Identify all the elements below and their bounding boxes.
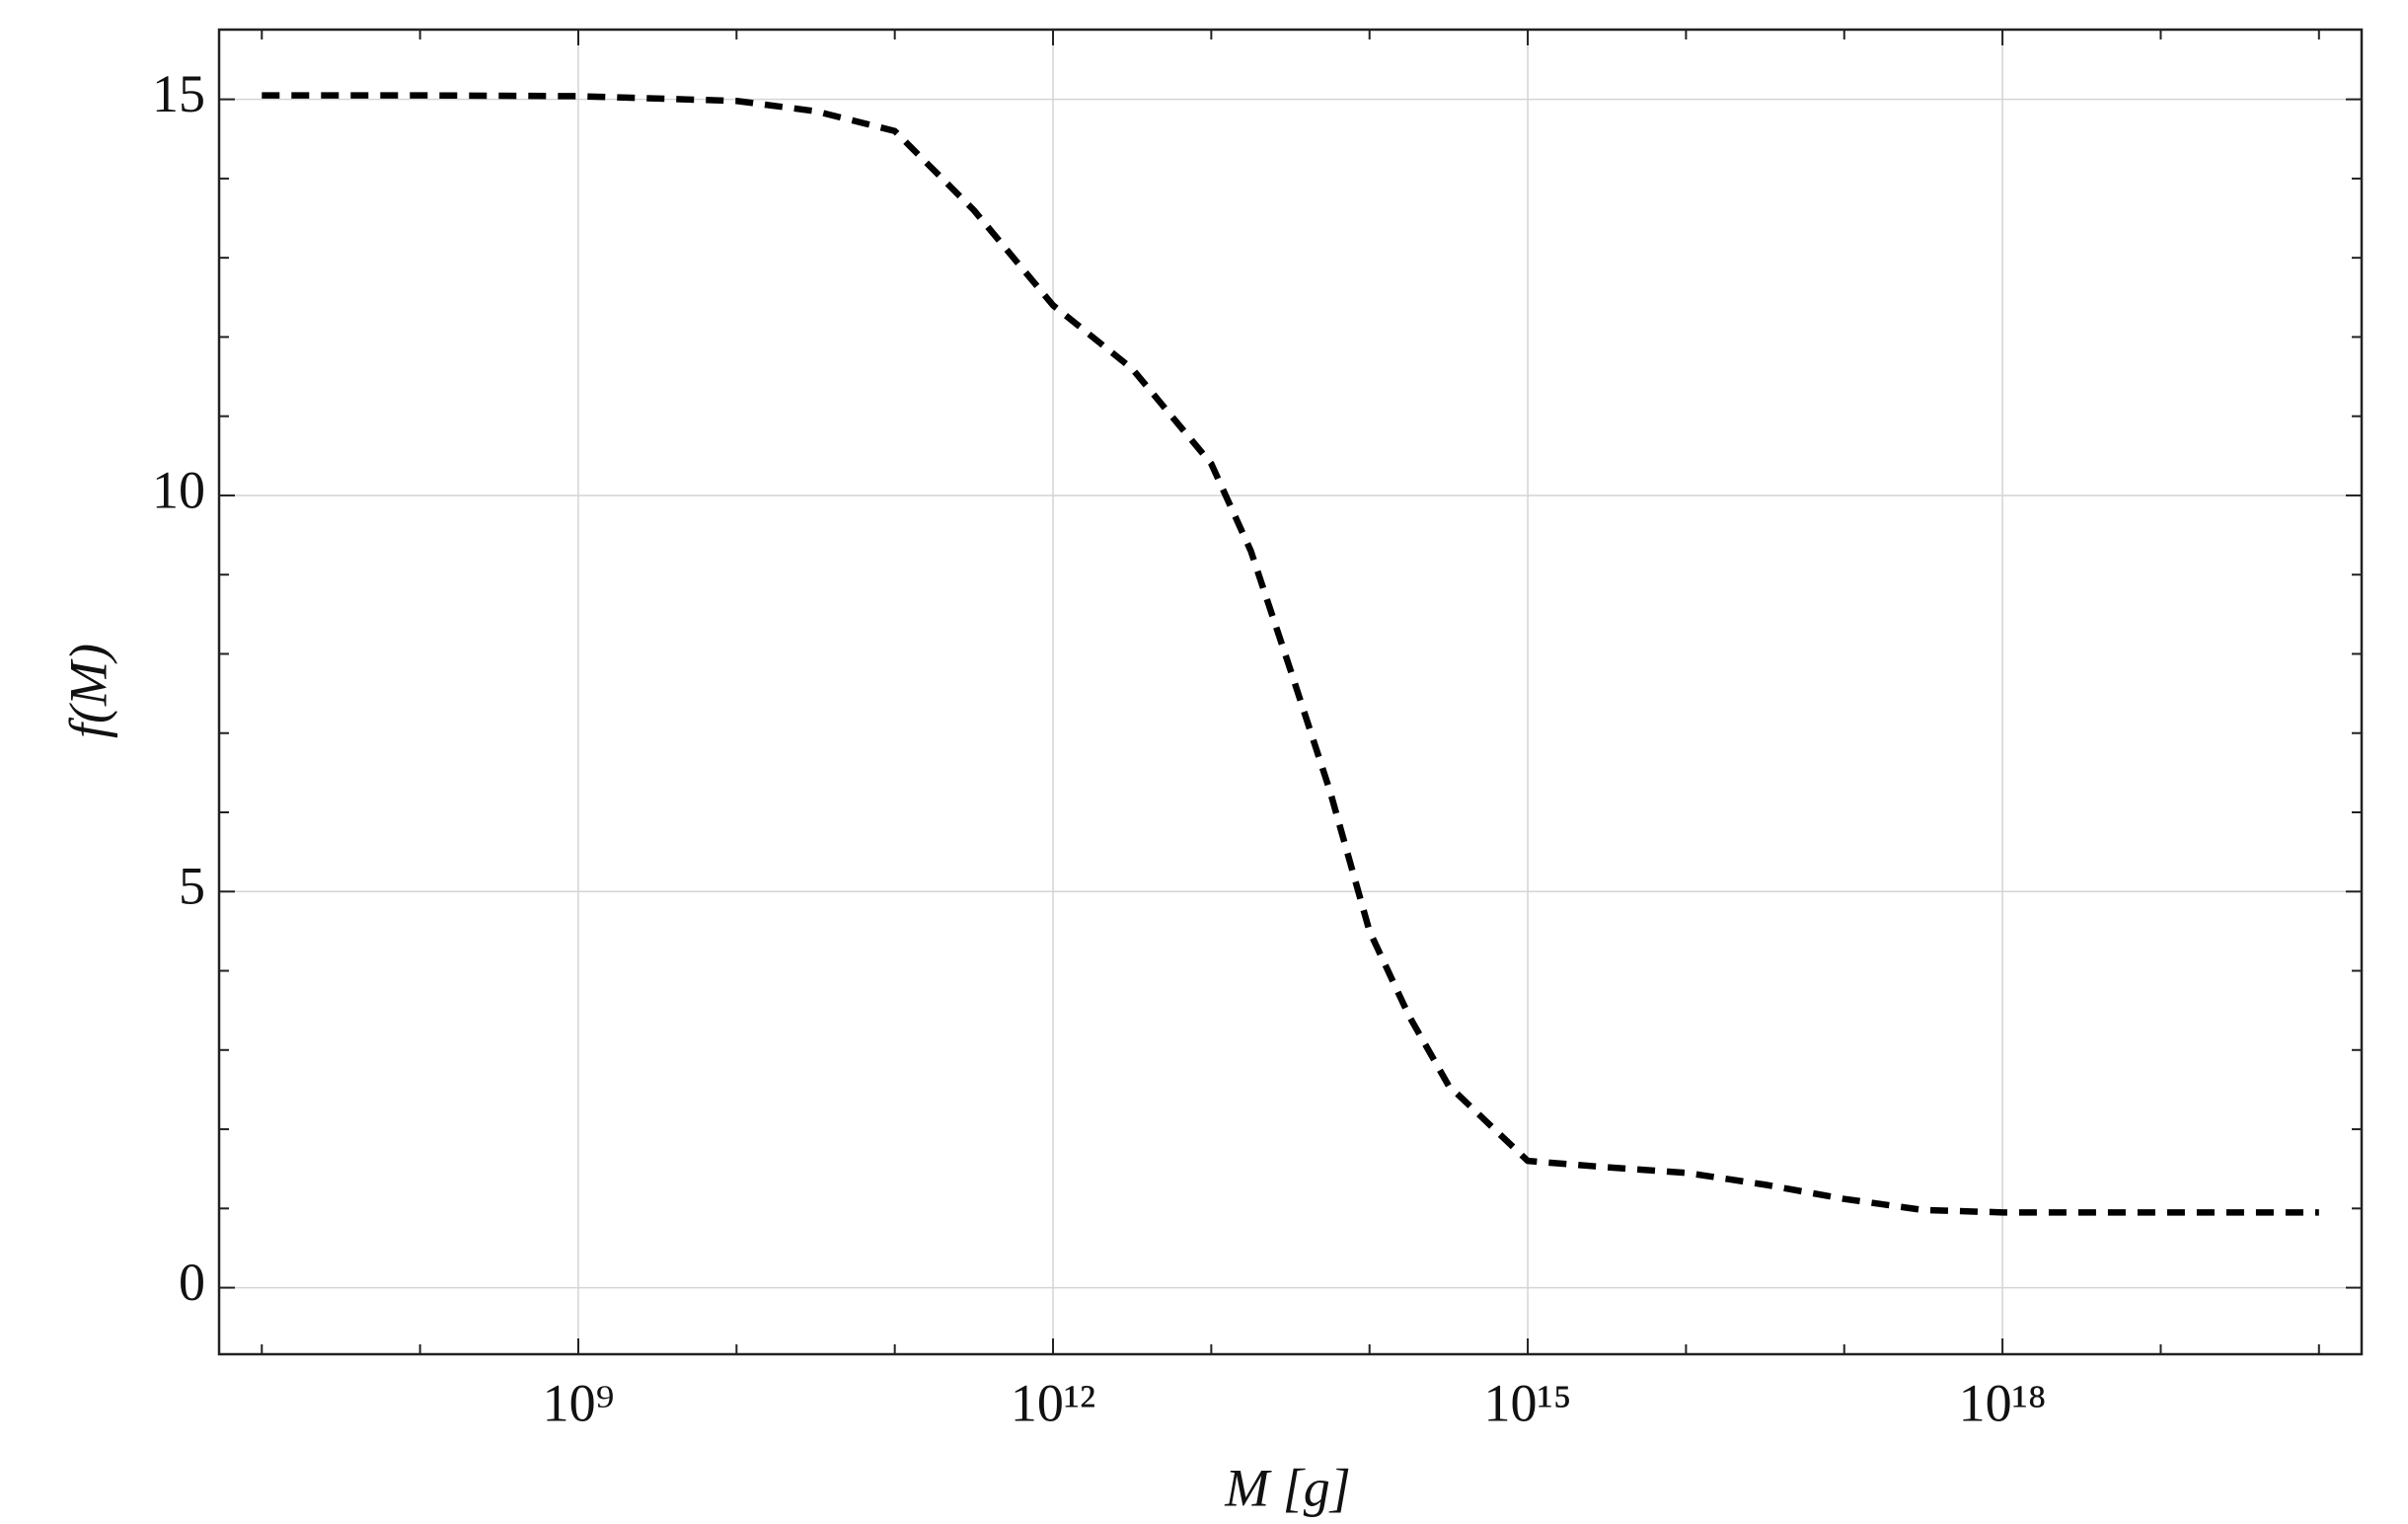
y-tick-label: 15 <box>152 64 205 123</box>
x-axis-label: M [g] <box>1224 1458 1351 1517</box>
plot-frame <box>217 28 2364 1356</box>
x-tick-label: 10¹⁵ <box>1484 1373 1572 1432</box>
y-tick-label: 10 <box>152 460 205 519</box>
x-tick-label: 10¹⁸ <box>1959 1373 2047 1432</box>
x-tick-label: 10⁹ <box>543 1373 615 1432</box>
y-axis-label: f(M) <box>58 644 117 738</box>
x-tick-label: 10¹² <box>1011 1373 1095 1432</box>
y-tick-label: 0 <box>179 1253 205 1312</box>
y-tick-label: 5 <box>179 857 205 916</box>
data-line <box>262 92 2319 1216</box>
